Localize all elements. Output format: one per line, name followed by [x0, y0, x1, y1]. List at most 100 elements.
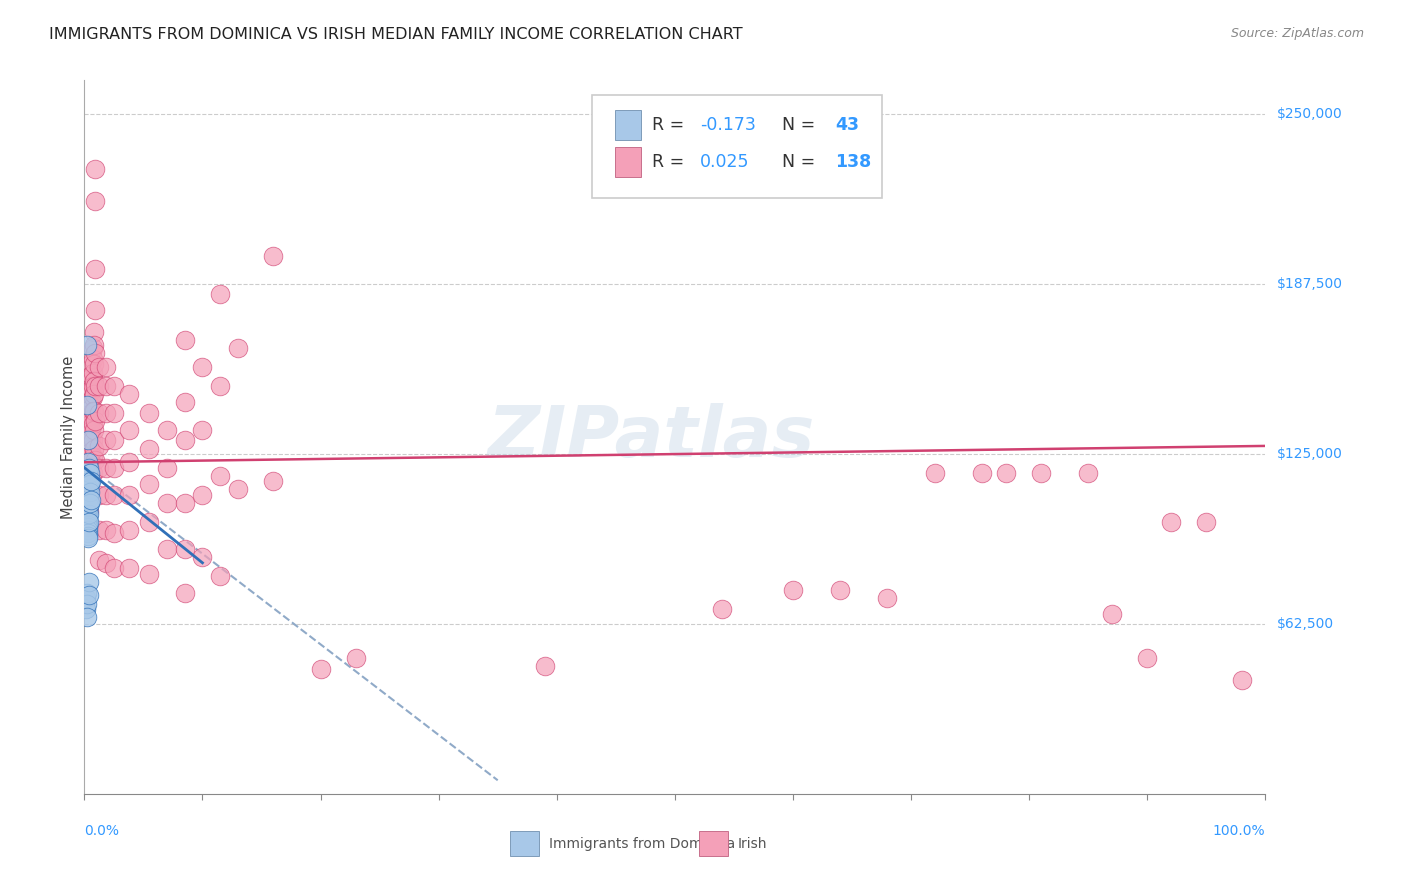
Text: $125,000: $125,000 — [1277, 447, 1343, 461]
FancyBboxPatch shape — [592, 95, 882, 198]
Point — [77, 517, 100, 532]
Point — [262, 249, 284, 263]
Point — [87, 379, 110, 393]
Point — [80, 434, 103, 448]
Point — [87, 360, 110, 375]
Point — [87, 488, 110, 502]
Point — [173, 395, 195, 409]
Point — [344, 651, 367, 665]
Point — [1101, 607, 1123, 622]
Point — [79, 417, 101, 432]
FancyBboxPatch shape — [614, 147, 641, 178]
Point — [77, 475, 100, 489]
Point — [83, 357, 105, 371]
Point — [209, 569, 232, 583]
Point — [94, 434, 117, 448]
Point — [77, 483, 100, 497]
Point — [82, 417, 104, 432]
Point — [77, 507, 100, 521]
Point — [77, 477, 100, 491]
Point — [76, 610, 98, 624]
Point — [80, 411, 103, 425]
Point — [77, 512, 100, 526]
Text: ZIPatlas: ZIPatlas — [488, 402, 815, 472]
Point — [77, 444, 100, 458]
Point — [80, 423, 103, 437]
Point — [309, 662, 332, 676]
Point — [87, 439, 110, 453]
Point — [191, 488, 214, 502]
Point — [87, 523, 110, 537]
Point — [79, 374, 101, 388]
Point — [77, 491, 100, 505]
Text: N =: N = — [770, 153, 820, 171]
Point — [77, 528, 100, 542]
Point — [82, 351, 104, 366]
Point — [534, 659, 557, 673]
Point — [83, 387, 105, 401]
Point — [77, 491, 100, 505]
Point — [79, 466, 101, 480]
Point — [82, 341, 104, 355]
Point — [173, 434, 195, 448]
Point — [77, 460, 100, 475]
Text: Immigrants from Dominica: Immigrants from Dominica — [548, 837, 735, 851]
Point — [80, 357, 103, 371]
Point — [156, 423, 179, 437]
Point — [77, 471, 100, 485]
Point — [77, 493, 100, 508]
Point — [77, 515, 100, 529]
Point — [924, 466, 946, 480]
Point — [77, 574, 100, 589]
Point — [87, 553, 110, 567]
Point — [80, 382, 103, 396]
Point — [173, 333, 195, 347]
Point — [94, 379, 117, 393]
Point — [94, 488, 117, 502]
Text: R =: R = — [652, 116, 690, 134]
Point — [80, 368, 103, 383]
Point — [118, 488, 141, 502]
FancyBboxPatch shape — [509, 831, 538, 856]
Point — [84, 161, 107, 176]
Point — [138, 566, 160, 581]
Point — [84, 379, 107, 393]
Point — [77, 460, 100, 475]
Point — [79, 425, 101, 440]
Point — [138, 477, 160, 491]
Point — [77, 523, 100, 537]
Point — [994, 466, 1017, 480]
Point — [80, 455, 103, 469]
Point — [77, 436, 100, 450]
Point — [94, 360, 117, 375]
Point — [77, 475, 100, 489]
Point — [226, 483, 249, 497]
Point — [94, 523, 117, 537]
Point — [103, 460, 125, 475]
Point — [75, 602, 97, 616]
Point — [77, 520, 100, 534]
Point — [77, 504, 100, 518]
Point — [87, 460, 110, 475]
Point — [77, 455, 100, 469]
Point — [75, 591, 97, 606]
Point — [76, 585, 98, 599]
Point — [80, 493, 103, 508]
Point — [94, 556, 117, 570]
Point — [79, 496, 101, 510]
Point — [103, 379, 125, 393]
Point — [79, 471, 101, 485]
Text: R =: R = — [652, 153, 690, 171]
Point — [191, 550, 214, 565]
Point — [77, 434, 100, 448]
Point — [79, 458, 101, 472]
Point — [103, 488, 125, 502]
Point — [77, 466, 100, 480]
Point — [77, 468, 100, 483]
Point — [77, 411, 100, 425]
Point — [79, 450, 101, 464]
Point — [82, 403, 104, 417]
Point — [711, 602, 734, 616]
Text: $187,500: $187,500 — [1277, 277, 1343, 291]
Point — [77, 532, 100, 546]
